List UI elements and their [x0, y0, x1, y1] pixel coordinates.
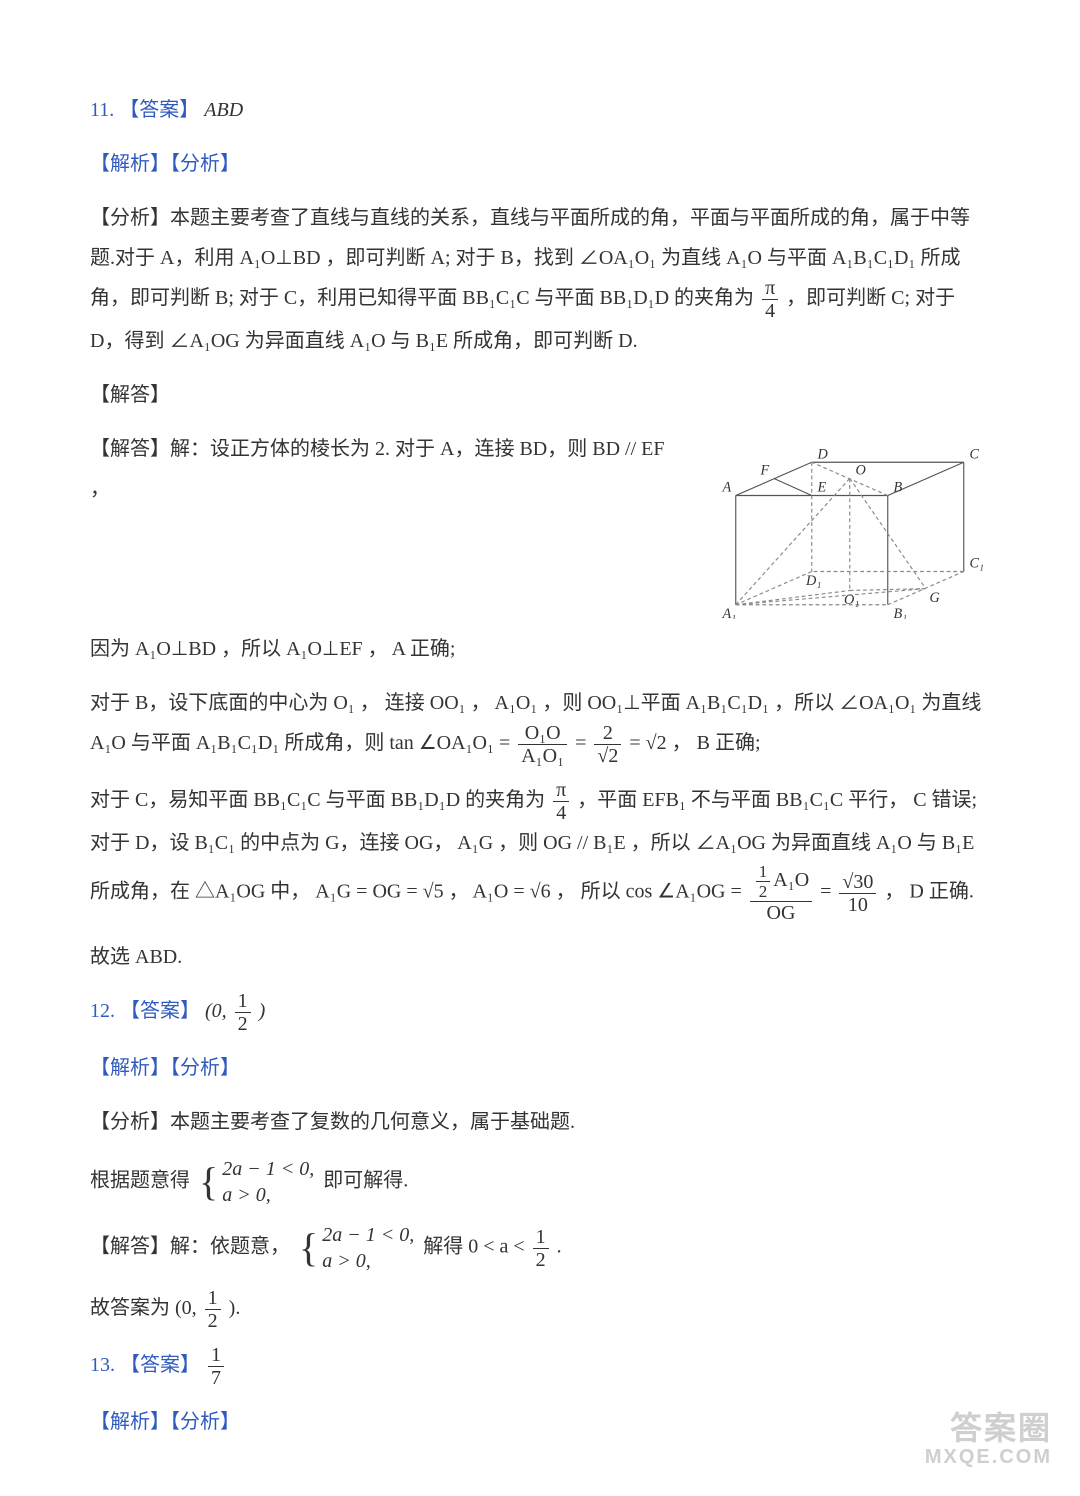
svg-text:O₁: O₁	[844, 592, 859, 608]
frac-2-sqrt2: 2 √2	[594, 723, 621, 766]
q12-therefore: 故答案为 (0, 1 2 ).	[90, 1288, 990, 1331]
svg-text:F: F	[759, 463, 769, 479]
pi-over-4: π 4	[762, 278, 778, 321]
q13-number: 13.	[90, 1354, 115, 1376]
svg-text:A: A	[721, 480, 731, 496]
frac-cos-main: 1 2 A₁O OG	[750, 863, 812, 923]
q12-number: 12.	[90, 1000, 115, 1022]
frac-1-2: 1 2	[235, 991, 251, 1034]
frac-1-7: 1 7	[208, 1345, 224, 1388]
q12-given: 根据题意得 { 2a − 1 < 0, a > 0, 即可解得.	[90, 1156, 990, 1208]
frac-1-2c: 1 2	[205, 1288, 221, 1331]
svg-text:B: B	[893, 480, 902, 496]
q11-analysis-label: 【解析】【分析】	[90, 144, 990, 184]
q12-analysis-label: 【解析】【分析】	[90, 1048, 990, 1088]
q11-CD-line: 对于 C，易知平面 BB₁C₁C 与平面 BB₁D₁D 的夹角为 π 4 ，平面…	[90, 780, 990, 923]
page: 11. 【答案】 ABD 【解析】【分析】 【分析】本题主要考查了直线与直线的关…	[0, 0, 1080, 1496]
svg-text:C₁: C₁	[969, 556, 984, 572]
q11-answer-label: 【答案】	[119, 99, 199, 121]
q11-solve-head: 【解答】解：设正方体的棱长为 2. 对于 A，连接 BD，则 BD // EF …	[90, 429, 680, 509]
q11-therefore: 故选 ABD.	[90, 937, 990, 977]
q12-answer-line: 12. 【答案】 (0, 1 2 )	[90, 991, 990, 1034]
frac-O1O-A1O1: O₁O A₁O₁	[518, 723, 567, 766]
q11-analysis-text: 【分析】本题主要考查了直线与直线的关系，直线与平面所成的角，平面与平面所成的角，…	[90, 198, 990, 361]
frac-sqrt30-10: √30 10	[839, 872, 876, 915]
case-brace-1: { 2a − 1 < 0, a > 0,	[199, 1156, 314, 1208]
q13-analysis-label: 【解析】【分析】	[90, 1402, 990, 1442]
svg-text:G: G	[930, 590, 940, 606]
pi-over-4-b: π 4	[553, 780, 569, 823]
svg-text:E: E	[816, 480, 826, 496]
watermark-top: 答案圈	[925, 1411, 1052, 1446]
svg-text:O: O	[855, 463, 865, 479]
case-brace-2: { 2a − 1 < 0, a > 0,	[299, 1222, 414, 1274]
q11-B-line: 对于 B，设下底面的中心为 O₁ ， 连接 OO₁ ， A₁O₁ ，则 OO₁⊥…	[90, 683, 990, 766]
q12-answer-label: 【答案】	[120, 1000, 200, 1022]
watermark-bottom: MXQE.COM	[925, 1446, 1052, 1468]
cube-diagram: A B C D A₁ B₁ C₁ D₁ E F O O₁ G	[700, 429, 990, 619]
svg-text:D₁: D₁	[805, 573, 821, 589]
q12-analysis-text: 【分析】本题主要考查了复数的几何意义，属于基础题.	[90, 1102, 990, 1142]
frac-1-2b: 1 2	[533, 1227, 549, 1270]
q13-answer-line: 13. 【答案】 1 7	[90, 1345, 990, 1388]
q13-answer-label: 【答案】	[120, 1354, 200, 1376]
svg-text:A₁: A₁	[721, 606, 736, 619]
q11-solve-label: 【解答】	[90, 375, 990, 415]
q11-answer: ABD	[204, 99, 243, 121]
svg-text:C: C	[969, 446, 979, 462]
q11-solve-row: 【解答】解：设正方体的棱长为 2. 对于 A，连接 BD，则 BD // EF …	[90, 429, 990, 619]
q11-answer-line: 11. 【答案】 ABD	[90, 90, 990, 130]
watermark: 答案圈 MXQE.COM	[925, 1411, 1052, 1468]
svg-text:D: D	[816, 446, 828, 462]
q11-A-line: 因为 A₁O⊥BD ，所以 A₁O⊥EF ， A 正确;	[90, 629, 990, 669]
q12-solve: 【解答】解：依题意， { 2a − 1 < 0, a > 0, 解得 0 < a…	[90, 1222, 990, 1274]
q11-number: 11.	[90, 99, 114, 121]
svg-text:B₁: B₁	[893, 606, 907, 619]
